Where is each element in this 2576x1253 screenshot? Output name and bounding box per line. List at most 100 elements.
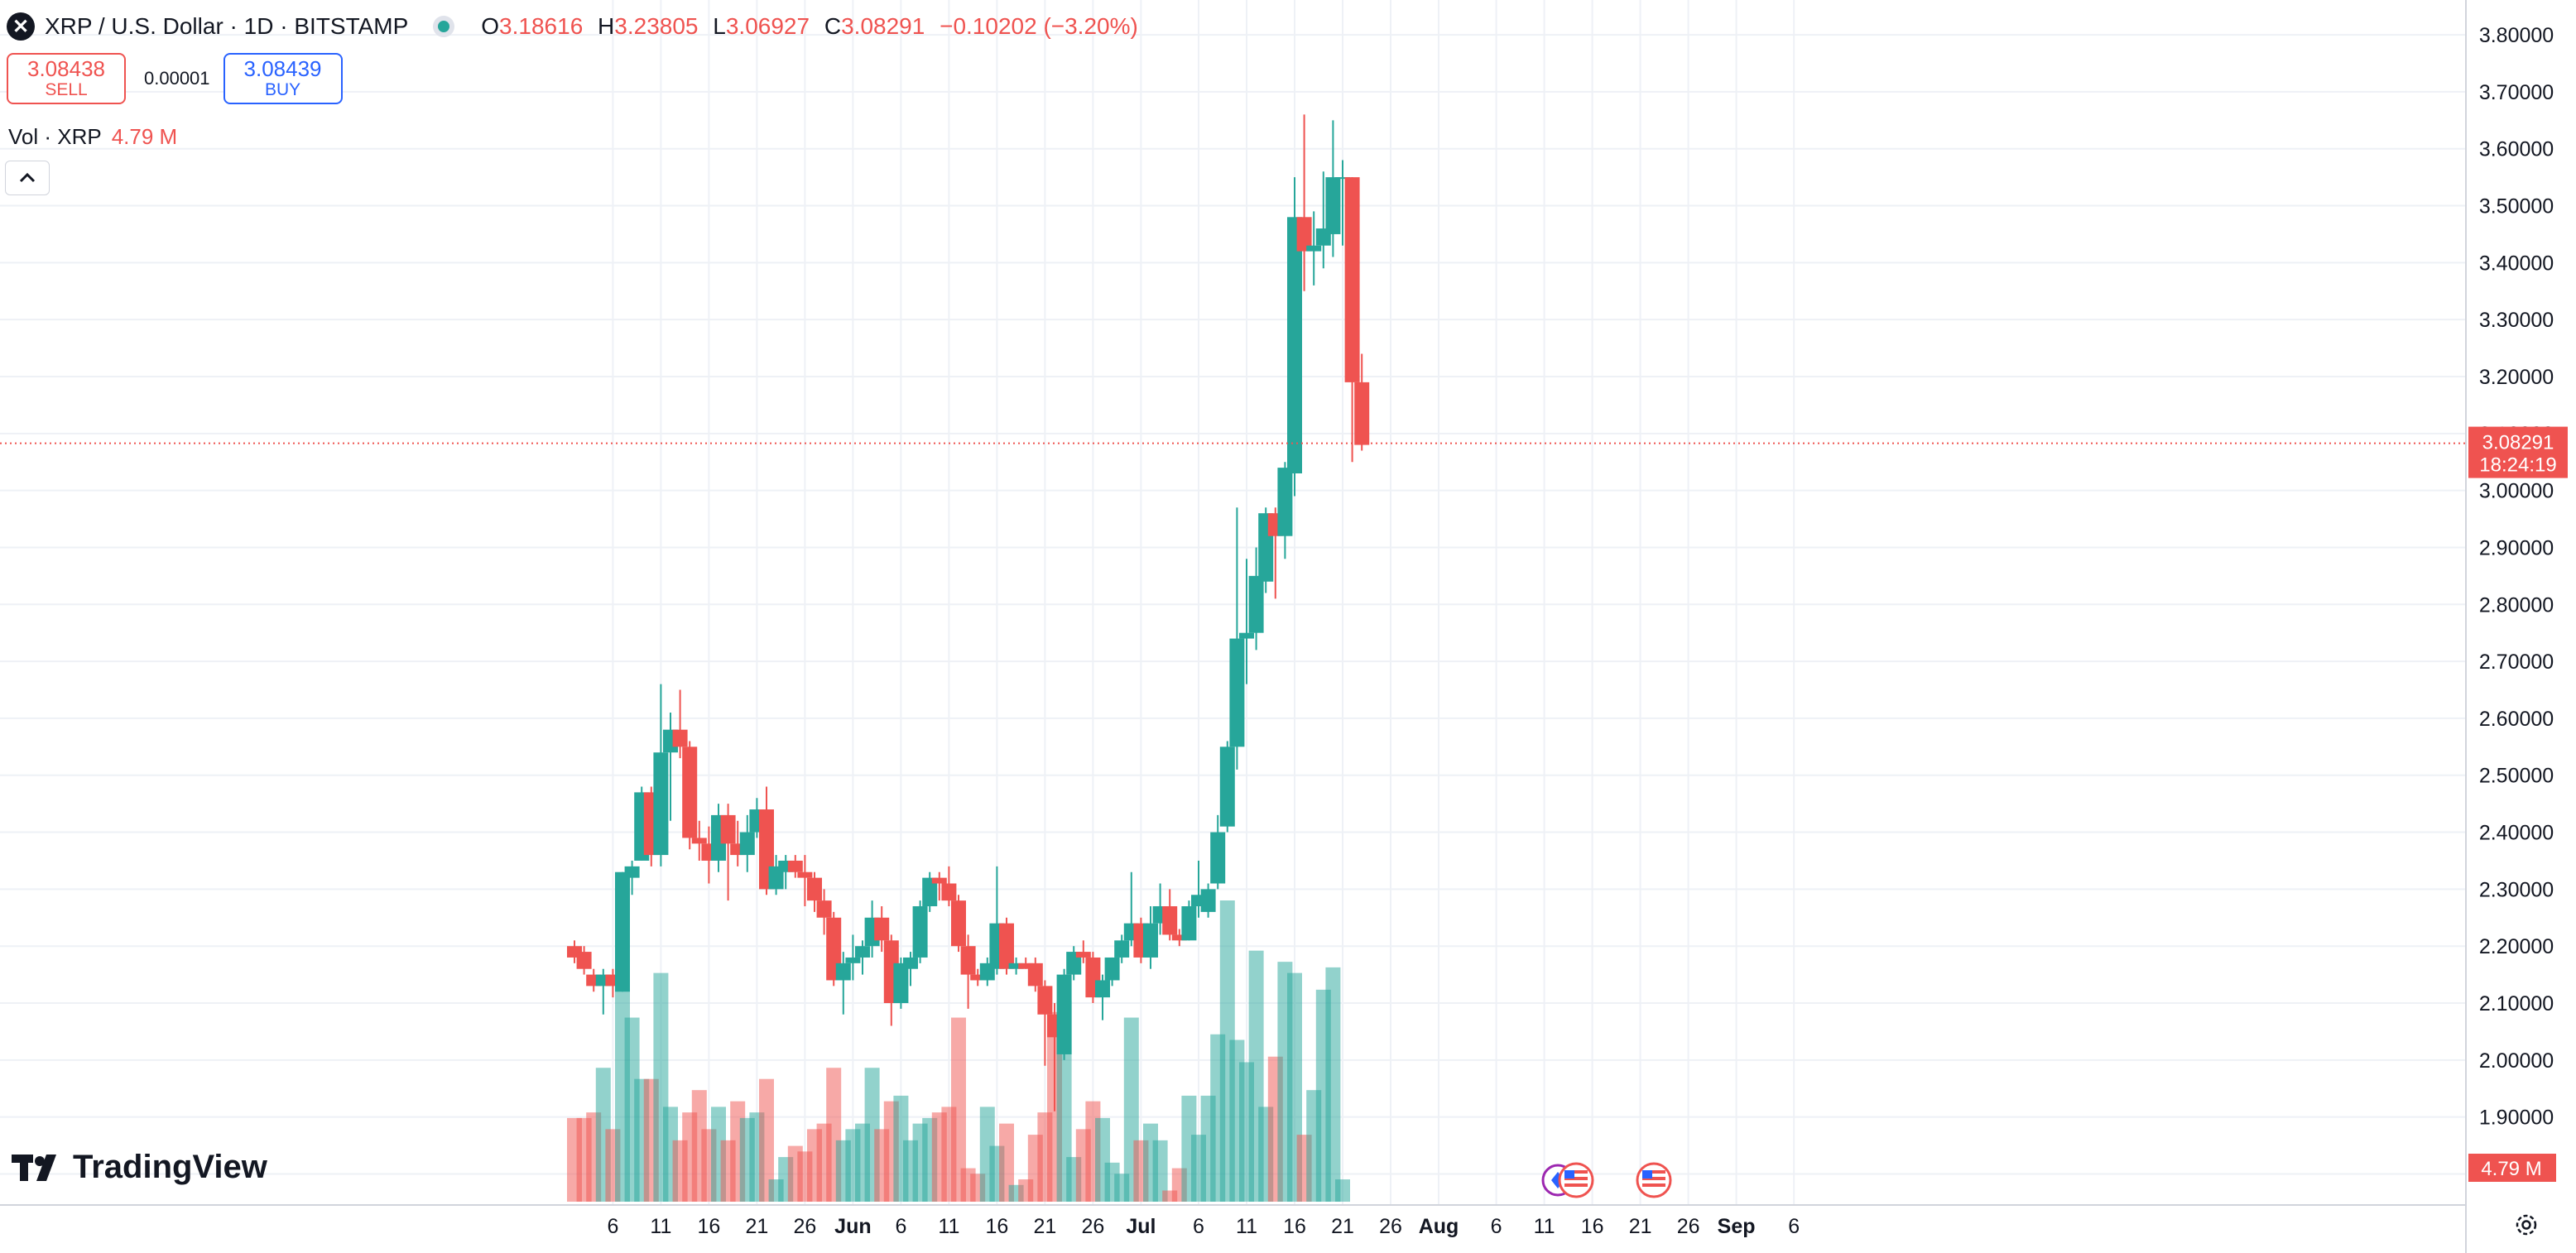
candle-body [903,957,918,969]
candle-body [1037,986,1053,1015]
candle-body [1335,177,1350,180]
volume-legend-value: 4.79 M [111,124,178,149]
open-value: 3.18616 [499,13,584,39]
candle [720,804,736,901]
date-tick-label: 16 [697,1215,720,1238]
candle [855,940,870,975]
candle-body [1181,906,1197,941]
candle-body [931,877,947,884]
date-tick-label: 21 [1629,1215,1652,1238]
date-tick-label: 26 [1379,1215,1402,1238]
candle [1095,974,1110,1020]
candle [922,871,938,912]
date-tick-label: 21 [1033,1215,1056,1238]
price-tick-label: 2.70000 [2479,651,2554,674]
candle [931,871,947,901]
buy-price: 3.08439 [243,56,322,81]
date-tick-label: 21 [1331,1215,1354,1238]
low-label: L [713,13,726,39]
price-tick-label: 3.30000 [2479,309,2554,332]
sell-label: SELL [45,80,88,99]
candle-body [1277,468,1293,536]
current-price-value: 3.08291 [2482,432,2554,454]
candle [1200,883,1216,918]
candle [1114,934,1130,963]
candle [845,934,861,981]
candle [797,855,813,907]
price-tick-label: 2.20000 [2479,935,2554,958]
date-tick-label: Aug [1419,1215,1459,1238]
high-label: H [598,13,615,39]
candle-body [1239,632,1254,639]
price-tick-label: 3.40000 [2479,252,2554,275]
candle [1075,940,1091,963]
xrp-x-icon[interactable]: ✕ [7,12,35,41]
candle-body [1095,980,1110,998]
price-axis[interactable]: 3.80000 3.70000 3.60000 3.50000 3.40000 3.300… [2479,24,2554,1186]
candle-body [787,860,803,872]
tradingview-logo[interactable]: TradingView [12,1149,267,1186]
us-economic-event-icon[interactable] [1636,1162,1672,1198]
collapse-legend-button[interactable] [5,161,50,195]
price-tick-label: 2.00000 [2479,1049,2554,1073]
us-economic-event-icon[interactable] [1558,1162,1594,1198]
candle-body [672,729,688,747]
candle-body [807,877,822,901]
candle [1239,559,1254,684]
event-markers[interactable] [1541,1162,1672,1198]
candle [1325,120,1341,257]
price-tick-label: 2.80000 [2479,593,2554,617]
symbol-title[interactable]: XRP / U.S. Dollar · 1D · BITSTAMP [45,13,409,39]
volume-bar [759,1078,774,1202]
date-tick-label: 11 [938,1215,959,1238]
candle [1171,929,1187,947]
candle [1219,741,1235,833]
candle-body [922,877,938,907]
candle [1296,114,1312,291]
candle-body [797,871,813,878]
date-tick-label: Sep [1718,1215,1756,1238]
date-tick-label: 16 [985,1215,1008,1238]
candle-body [874,917,890,941]
candle [1104,957,1120,987]
candle [1335,160,1350,246]
candle-body [653,752,669,856]
time-axis[interactable]: 6 11 16 21 26 Jun 6 11 16 21 26 Jul 6 11 16 21 26 Aug 6 11 1… [607,1215,1800,1238]
price-tick-label: 3.70000 [2479,81,2554,104]
tradingview-logo-icon [12,1154,56,1181]
candle-body [1248,575,1264,633]
candle-body [576,952,592,969]
candle-body [1325,177,1341,234]
gear-icon[interactable] [2513,1212,2540,1238]
buy-button[interactable]: 3.08439 BUY [223,53,343,104]
ohlc-values: O3.18616 H3.23805 L3.06927 C3.08291 −0.1… [473,13,1138,40]
sell-button[interactable]: 3.08438 SELL [7,53,126,104]
candle-body [951,900,966,947]
candle [999,917,1014,975]
candle-body [739,832,755,856]
candle [1306,211,1322,286]
date-tick-label: 16 [1581,1215,1604,1238]
candle [970,968,986,987]
candle [787,855,803,878]
candle [615,871,630,992]
candle-body [845,957,861,963]
market-open-dot-icon[interactable] [433,16,455,37]
candle-body [893,963,909,1004]
date-tick-label: 26 [1677,1215,1700,1238]
candle [912,900,928,963]
candle-body [720,814,736,844]
tradingview-name: TradingView [73,1149,267,1185]
candle [816,889,832,935]
candle [1143,906,1158,969]
candle-body [615,871,630,992]
candle [672,689,688,759]
candle-body [1104,957,1120,981]
price-tick-label: 2.60000 [2479,708,2554,731]
buy-label: BUY [264,80,301,99]
date-tick-label: 6 [607,1215,618,1238]
symbol-header: ✕ XRP / U.S. Dollar · 1D · BITSTAMP O3.1… [7,10,1138,43]
date-tick-label: 6 [1491,1215,1502,1238]
volume-legend[interactable]: Vol · XRP 4.79 M [8,124,177,150]
